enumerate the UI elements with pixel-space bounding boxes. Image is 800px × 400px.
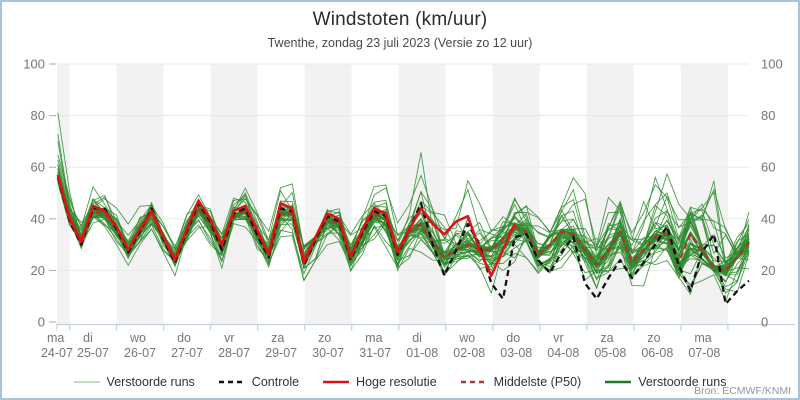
day-label-dow: do: [177, 331, 191, 345]
day-label-dow: wo: [129, 331, 146, 345]
day-band: [304, 64, 352, 325]
day-label-date: 01-08: [406, 346, 438, 360]
legend-item: Verstoorde runs: [73, 375, 195, 389]
series-hoge-resolutie: [56, 174, 516, 277]
day-label-date: 31-07: [359, 346, 391, 360]
chart-title: Windstoten (km/uur): [312, 9, 488, 30]
day-label-dow: za: [600, 331, 613, 345]
legend-line-swatch: [605, 380, 632, 384]
day-label-date: 24-07: [41, 346, 73, 360]
legend-line-swatch: [73, 381, 100, 383]
source-credit: Bron: ECMWF/KNMI: [694, 385, 791, 397]
day-label-date: 02-08: [453, 346, 485, 360]
day-band: [586, 64, 634, 325]
y-axis-label-right: 40: [761, 211, 775, 226]
y-axis-label-left: 80: [31, 108, 45, 123]
y-axis-label-right: 60: [761, 160, 775, 175]
day-label-dow: zo: [647, 331, 660, 345]
y-axis-label-left: 60: [31, 160, 45, 175]
day-label-date: 26-07: [124, 346, 156, 360]
y-axis-label-right: 80: [761, 108, 775, 123]
day-label-dow: di: [412, 331, 422, 345]
chart-subtitle: Twenthe, zondag 23 juli 2023 (Versie zo …: [267, 36, 533, 50]
day-label-dow: ma: [694, 331, 711, 345]
y-axis-label-left: 0: [38, 315, 45, 330]
day-band: [210, 64, 258, 325]
day-label-dow: vr: [224, 331, 234, 345]
legend-label: Middelste (P50): [493, 375, 582, 389]
legend-label: Controle: [251, 375, 300, 389]
day-band: [116, 64, 164, 325]
day-label-date: 03-08: [500, 346, 532, 360]
legend-label: Hoge resolutie: [356, 375, 437, 389]
day-label-dow: zo: [318, 331, 331, 345]
chart-legend: Verstoorde runs Controle Hoge resolutie Mid…: [2, 375, 798, 389]
day-label-date: 05-08: [594, 346, 626, 360]
legend-label: Verstoorde runs: [638, 375, 727, 389]
day-band: [633, 64, 681, 325]
day-band: [257, 64, 305, 325]
day-label-date: 25-07: [77, 346, 109, 360]
ensemble-member-line: [57, 178, 750, 296]
y-axis-label-right: 0: [761, 315, 768, 330]
day-label-date: 04-08: [547, 346, 579, 360]
day-label-dow: do: [506, 331, 520, 345]
legend-line-swatch: [460, 380, 487, 384]
day-band: [163, 64, 211, 325]
day-label-date: 06-08: [641, 346, 673, 360]
y-axis-label-left: 20: [31, 263, 45, 278]
day-band: [492, 64, 540, 325]
day-label-date: 29-07: [265, 346, 297, 360]
y-axis-label-right: 100: [761, 57, 783, 72]
day-label-dow: za: [271, 331, 284, 345]
day-label-dow: vr: [553, 331, 563, 345]
day-label-dow: wo: [458, 331, 475, 345]
day-label-dow: ma: [47, 331, 64, 345]
day-band: [539, 64, 587, 325]
legend-line-swatch: [218, 380, 245, 384]
y-axis-label-right: 20: [761, 263, 775, 278]
day-label-date: 30-07: [312, 346, 344, 360]
legend-line-swatch: [323, 380, 350, 384]
legend-item: Controle: [218, 375, 300, 389]
day-label-date: 07-08: [688, 346, 720, 360]
legend-item: Middelste (P50): [460, 375, 582, 389]
day-band: [69, 64, 117, 325]
y-axis-label-left: 100: [23, 57, 45, 72]
y-axis-label-left: 40: [31, 211, 45, 226]
day-label-dow: di: [83, 331, 93, 345]
legend-item: Verstoorde runs: [605, 375, 726, 389]
legend-label: Verstoorde runs: [106, 375, 195, 389]
legend-item: Hoge resolutie: [323, 375, 437, 389]
day-label-dow: ma: [365, 331, 382, 345]
day-label-date: 27-07: [171, 346, 203, 360]
day-label-date: 28-07: [218, 346, 250, 360]
